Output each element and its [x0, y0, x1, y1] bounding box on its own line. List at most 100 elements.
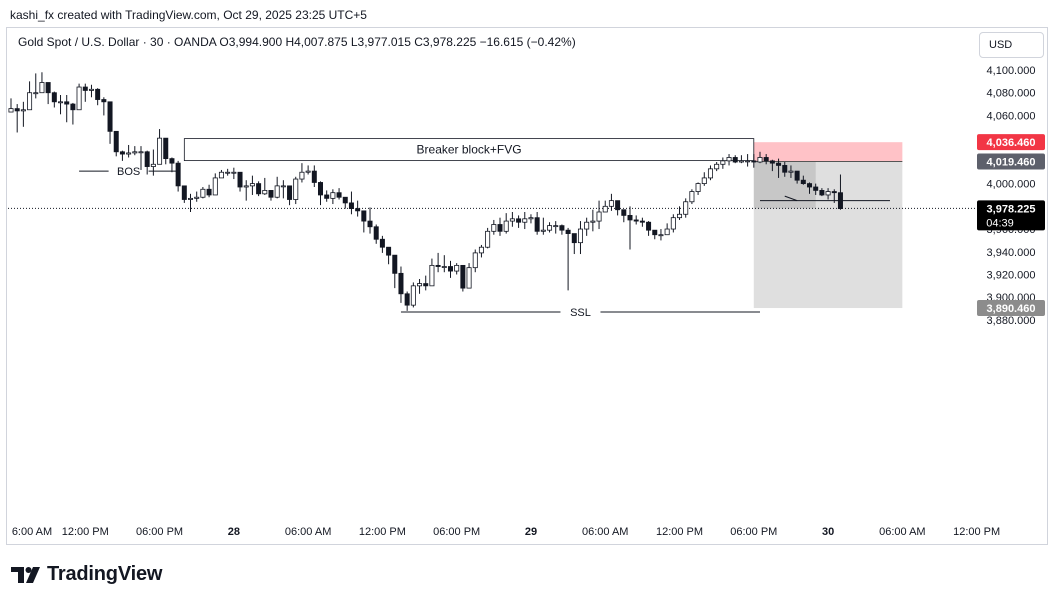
candle	[95, 88, 101, 106]
candle	[64, 94, 70, 123]
price-tag-entry	[977, 153, 1045, 170]
candle-body	[392, 254, 398, 274]
x-tick-label: 06:00 PM	[136, 526, 183, 538]
candle-body	[95, 88, 101, 100]
candle	[268, 190, 274, 201]
x-tick-label: 6:00 AM	[12, 526, 52, 538]
currency-button[interactable]: USD	[979, 32, 1044, 58]
candle	[454, 263, 460, 275]
brand-name: TradingView	[47, 563, 163, 585]
candle-body	[714, 163, 720, 170]
candle	[45, 82, 51, 105]
candle-body	[101, 99, 107, 103]
candle-body	[262, 190, 268, 195]
candle-body	[367, 220, 373, 228]
tradingview-brand[interactable]: TradingView	[11, 563, 162, 586]
candle-body	[200, 188, 206, 198]
candle	[627, 206, 633, 250]
symbol-legend[interactable]: Gold Spot / U.S. Dollar · 30 · OANDA O3,…	[18, 35, 576, 49]
drawn-arrow-stroke	[784, 195, 798, 202]
candle	[776, 158, 782, 178]
candle-body	[386, 246, 392, 256]
candle-body	[738, 160, 744, 163]
candle-body	[584, 221, 590, 230]
candle-body	[14, 108, 20, 112]
candle	[101, 97, 107, 116]
candle	[447, 260, 453, 278]
candle	[689, 189, 695, 205]
candle	[460, 264, 466, 292]
ssl-label: SSL	[570, 307, 591, 319]
candle	[373, 224, 379, 244]
candle-body	[794, 170, 800, 181]
candle	[231, 167, 237, 180]
candle	[664, 223, 670, 236]
candle	[745, 154, 751, 167]
candle	[831, 189, 837, 203]
x-tick-label: 12:00 PM	[62, 526, 109, 538]
candle	[188, 193, 194, 212]
candle	[788, 165, 794, 178]
x-tick-label: 12:00 PM	[953, 526, 1000, 538]
candle	[126, 144, 132, 158]
breaker-block-label: Breaker block+FVG	[417, 143, 522, 157]
candle	[361, 210, 367, 233]
candle	[509, 212, 515, 227]
candle	[485, 227, 491, 249]
candle	[287, 185, 293, 206]
candle	[472, 249, 478, 273]
candle-body	[800, 179, 806, 185]
x-tick-label: 06:00 PM	[433, 526, 480, 538]
candle-body	[373, 226, 379, 240]
candle-body	[113, 130, 119, 153]
candle	[800, 175, 806, 185]
candle	[237, 171, 243, 192]
candle-body	[342, 196, 348, 204]
candle	[837, 174, 843, 210]
candle-body	[348, 202, 354, 209]
candle	[138, 146, 144, 170]
candle-body	[831, 191, 837, 194]
candle	[763, 154, 769, 165]
candle	[262, 177, 268, 195]
price-tag-target	[977, 300, 1045, 317]
candle	[150, 149, 156, 176]
candle-body	[169, 158, 175, 164]
bos-label: BOS	[117, 166, 140, 178]
candle	[497, 217, 503, 236]
candle	[256, 181, 262, 197]
candle	[317, 181, 323, 206]
candle-body	[243, 185, 249, 188]
x-tick-label: 06:00 PM	[730, 526, 777, 538]
y-tick-label: 4,000.000	[987, 179, 1036, 191]
y-tick-label: 4,100.000	[987, 65, 1036, 77]
candle-body	[559, 225, 565, 231]
candle-body	[807, 183, 813, 188]
candle-body	[516, 218, 522, 223]
candle	[658, 229, 664, 241]
candle	[726, 154, 732, 166]
candle-body	[194, 196, 200, 199]
y-tick-label: 3,940.000	[987, 247, 1036, 259]
candle-body	[466, 267, 472, 289]
x-tick-label: 29	[525, 526, 537, 538]
candle-body	[491, 224, 497, 232]
candle-body	[274, 185, 280, 198]
candle-body	[58, 101, 64, 104]
candle-body	[577, 228, 583, 244]
candle	[144, 150, 150, 175]
candle	[20, 101, 26, 127]
candle	[794, 170, 800, 184]
candle-body	[528, 217, 534, 220]
candle-body	[819, 190, 825, 196]
x-tick-label: 12:00 PM	[656, 526, 703, 538]
candle-body	[280, 185, 286, 188]
candle	[807, 182, 813, 194]
candle	[410, 282, 416, 308]
chart-pane[interactable]	[6, 27, 1048, 545]
price-tag-target-label: 3,890.460	[987, 303, 1036, 315]
price-chart[interactable]: Breaker block+FVG BOS SSL 4,100.000 4,080.0…	[0, 0, 1058, 560]
candle-body	[27, 92, 33, 111]
candle-body	[163, 137, 169, 160]
candle-body	[138, 151, 144, 154]
